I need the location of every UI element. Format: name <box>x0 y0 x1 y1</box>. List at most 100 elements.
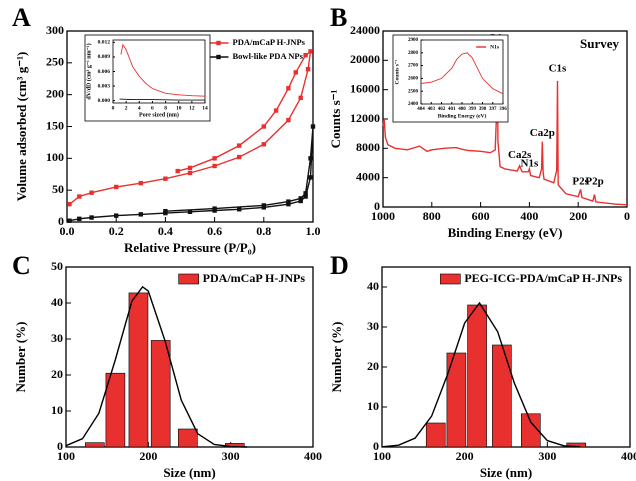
marker <box>67 218 72 223</box>
x-axis-label: Binding Energy (eV) <box>448 225 563 240</box>
x-axis-label: Size (nm) <box>480 465 532 480</box>
legend-marker <box>216 40 221 46</box>
marker <box>298 95 303 101</box>
panel-letter: C <box>12 251 31 280</box>
y-tick-label: 2400 <box>408 102 419 107</box>
y-tick-label: 4000 <box>356 169 380 183</box>
y-tick-label: 0 <box>373 439 379 453</box>
x-tick-label: 400 <box>621 449 636 463</box>
subtitle: Survey <box>580 36 620 51</box>
legend-label: PDA/mCaP H-JNPs <box>233 37 306 47</box>
marker <box>212 156 217 161</box>
marker <box>286 201 291 207</box>
marker <box>163 208 168 214</box>
y-axis-label: Number (%) <box>329 322 344 393</box>
x-tick-label: 6 <box>151 105 154 111</box>
marker <box>114 213 119 218</box>
x-tick-label: 0 <box>624 209 630 223</box>
legend-item: PEG-ICG-PDA/mCaP H-JNPs <box>440 271 622 285</box>
marker <box>261 203 266 208</box>
panel-letter: B <box>330 3 347 32</box>
bar <box>520 413 541 448</box>
marker <box>286 117 291 123</box>
x-tick-label: 0.2 <box>109 224 124 238</box>
marker <box>175 168 180 174</box>
y-tick-label: 20 <box>367 359 379 373</box>
y-tick-label: 250 <box>46 55 64 69</box>
y-tick-label: 40 <box>51 295 63 309</box>
y-tick-label: 100 <box>46 150 64 164</box>
y-tick-label: 0 <box>58 214 64 228</box>
x-tick-label: 397 <box>489 107 497 112</box>
legend-label: Bowl-like PDA NPs <box>233 51 304 61</box>
y-axis-label: Counts s⁻¹ <box>328 89 343 148</box>
y-tick-label: 2500 <box>408 89 419 94</box>
marker <box>138 212 143 217</box>
marker <box>286 199 291 204</box>
series-line <box>69 126 314 222</box>
panel-letter: D <box>330 251 349 280</box>
marker <box>261 142 266 147</box>
y-tick-label: 0 <box>374 199 380 213</box>
x-tick-label: 0.4 <box>158 224 173 238</box>
x-tick-label: 200 <box>456 449 474 463</box>
marker <box>89 190 94 195</box>
x-tick-label: 402 <box>438 107 446 112</box>
y-tick-label: 2900 <box>408 38 419 43</box>
x-tick-label: 600 <box>472 209 490 223</box>
y-tick-label: 12000 <box>350 111 380 125</box>
marker <box>187 170 193 176</box>
marker <box>237 154 242 160</box>
legend: PDA/mCaP H-JNPs <box>178 271 306 285</box>
y-tick-label: 2800 <box>408 51 419 56</box>
x-tick-label: 100 <box>373 449 391 463</box>
x-tick-label: 400 <box>458 107 466 112</box>
x-tick-label: 300 <box>222 449 240 463</box>
x-tick-label: 8 <box>164 105 167 111</box>
x-tick-label: 4 <box>138 105 141 111</box>
annotation: Ca2p <box>530 127 555 139</box>
x-tick-label: 404 <box>417 107 425 112</box>
y-axis-label: Number (%) <box>13 322 28 393</box>
marker <box>138 180 143 186</box>
x-tick-label: 1000 <box>371 209 395 223</box>
x-tick-label: 10 <box>176 105 182 111</box>
marker <box>163 176 168 181</box>
legend-swatch <box>440 273 461 285</box>
annotation: P2p <box>585 176 603 188</box>
x-axis-label: Binding Energy (eV) <box>438 112 487 119</box>
marker <box>212 206 217 211</box>
y-tick-label: 30 <box>51 331 63 345</box>
series-line <box>420 52 504 95</box>
bar <box>150 340 171 448</box>
bar <box>425 422 446 448</box>
x-tick-label: 399 <box>469 107 477 112</box>
marker <box>286 86 291 91</box>
x-axis-label: Size (nm) <box>163 465 215 480</box>
series-line <box>382 34 628 206</box>
annotation: P2s <box>572 176 589 188</box>
marker <box>261 124 266 129</box>
series-line <box>120 43 206 97</box>
marker <box>77 216 82 222</box>
x-tick-label: 0.6 <box>207 224 222 238</box>
x-tick-label: 800 <box>423 209 441 223</box>
x-tick-label: 300 <box>538 449 556 463</box>
marker <box>308 175 313 180</box>
marker <box>303 194 308 199</box>
series-line <box>65 285 248 448</box>
marker <box>303 52 308 58</box>
legend-marker <box>216 54 221 60</box>
legend-label: PDA/mCaP H-JNPs <box>203 271 306 285</box>
marker <box>310 124 316 129</box>
y-tick-label: 20000 <box>350 52 380 66</box>
x-tick-label: 401 <box>448 107 456 112</box>
bar <box>85 442 105 448</box>
legend-swatch <box>178 273 199 285</box>
x-tick-label: 1.0 <box>306 224 321 238</box>
y-tick-label: 2700 <box>408 64 419 69</box>
legend: PEG-ICG-PDA/mCaP H-JNPs <box>440 271 622 285</box>
x-tick-label: 396 <box>499 107 507 112</box>
y-tick-label: 8000 <box>356 140 380 154</box>
